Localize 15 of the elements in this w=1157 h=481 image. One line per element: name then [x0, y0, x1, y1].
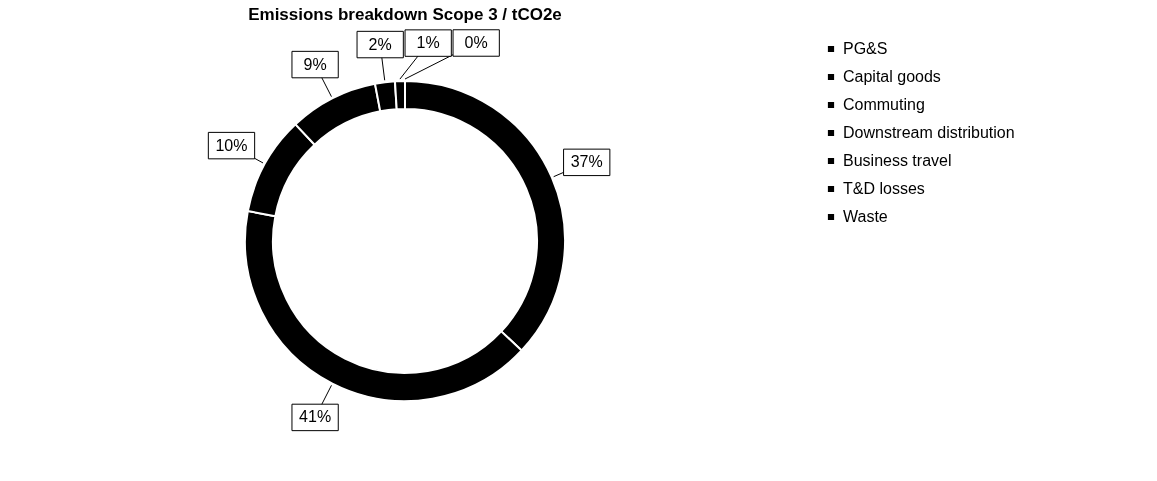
data-label: 1% [416, 34, 440, 52]
text: 0% [464, 34, 488, 51]
data-label: 10% [215, 136, 248, 154]
legend-label: Business travel [843, 152, 952, 169]
legend-label: PG&S [843, 40, 888, 57]
legend-label: Downstream distribution [843, 124, 1015, 141]
legend-label: Waste [843, 208, 888, 225]
data-label: 41% [299, 408, 332, 426]
chart-title: Emissions breakdown Scope 3 / tCO2e [248, 4, 562, 24]
legend-label: Capital goods [843, 68, 941, 85]
data-label: 37% [570, 153, 603, 171]
data-label: 9% [303, 55, 327, 73]
legend-label: Commuting [843, 96, 925, 113]
legend-label: T&D losses [843, 180, 925, 197]
data-label: 2% [368, 35, 392, 53]
